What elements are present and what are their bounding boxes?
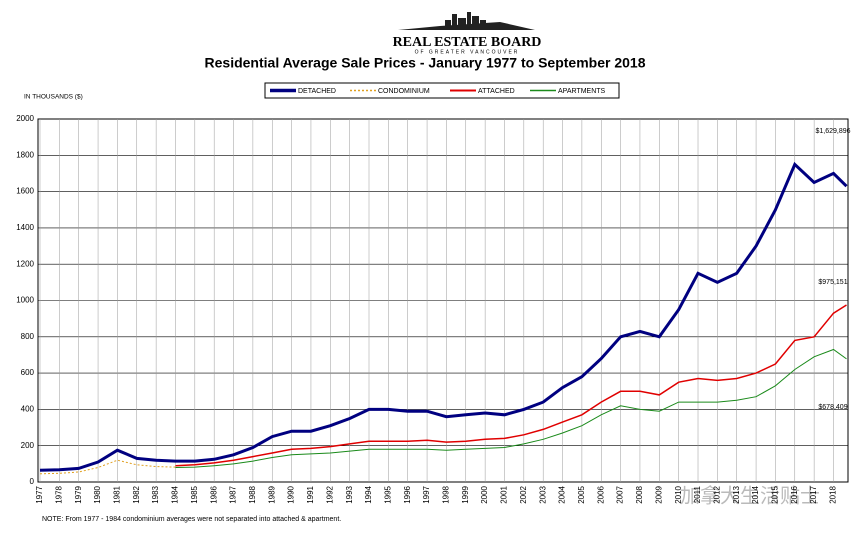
x-tick-label: 2014 [751, 485, 760, 503]
series-line [39, 161, 848, 472]
x-tick-label: 2015 [771, 485, 780, 503]
x-tick-label: 2018 [829, 485, 838, 503]
x-tick-label: 2007 [616, 485, 625, 503]
y-tick-label: 1200 [16, 259, 34, 268]
x-tick-label: 1985 [190, 485, 199, 503]
x-tick-label: 2000 [480, 485, 489, 503]
x-tick-label: 2010 [674, 485, 683, 503]
logo-skyline [398, 12, 535, 30]
x-tick-label: 2006 [596, 485, 605, 503]
x-tick-label: 1987 [229, 485, 238, 503]
x-tick-label: 1999 [461, 485, 470, 503]
x-tick-label: 1988 [248, 485, 257, 503]
x-tick-label: 1997 [422, 485, 431, 503]
x-tick-label: 2004 [558, 485, 567, 503]
x-tick-label: 2009 [654, 485, 663, 503]
x-tick-label: 1996 [403, 485, 412, 503]
x-tick-label: 1981 [113, 485, 122, 503]
x-tick-label: 1978 [54, 485, 63, 503]
x-tick-label: 1998 [442, 485, 451, 503]
y-tick-label: 1000 [16, 296, 34, 305]
x-tick-label: 1993 [345, 485, 354, 503]
legend-label: DETACHED [298, 88, 336, 95]
x-tick-label: 2008 [635, 485, 644, 503]
y-tick-label: 1600 [16, 187, 34, 196]
legend-box [264, 82, 620, 99]
x-tick-label: 1982 [132, 485, 141, 503]
y-tick-label: 0 [30, 477, 35, 486]
series-line [39, 459, 176, 475]
x-tick-label: 1992 [325, 485, 334, 503]
legend-label: CONDOMINIUM [378, 88, 430, 95]
y-tick-label: 400 [21, 405, 35, 414]
y-axis-label: IN THOUSANDS ($) [24, 94, 83, 101]
x-tick-label: 2005 [577, 485, 586, 503]
y-tick-label: 200 [21, 441, 35, 450]
legend-label: APARTMENTS [558, 88, 606, 95]
note: NOTE: From 1977 - 1984 condominium avera… [42, 516, 341, 523]
x-tick-label: 2016 [790, 485, 799, 503]
x-tick-label: 2017 [809, 485, 818, 503]
x-tick-label: 1990 [287, 485, 296, 503]
y-tick-label: 600 [21, 368, 35, 377]
y-tick-label: 2000 [16, 114, 34, 123]
x-tick-label: 1991 [306, 485, 315, 503]
x-tick-label: 2013 [732, 485, 741, 503]
x-tick-label: 1989 [267, 485, 276, 503]
legend-label: ATTACHED [478, 88, 515, 95]
x-tick-label: 2011 [693, 485, 702, 503]
x-tick-label: 1983 [151, 485, 160, 503]
chart-title: Residential Average Sale Prices - Januar… [205, 55, 646, 71]
x-tick-label: 1979 [74, 485, 83, 503]
x-tick-label: 1986 [209, 485, 218, 503]
annotation: $1,629,896 [815, 128, 850, 135]
series-line [175, 304, 847, 467]
y-tick-label: 800 [21, 332, 35, 341]
y-tick-label: 1400 [16, 223, 34, 232]
x-tick-label: 1995 [383, 485, 392, 503]
logo-subtitle: OF GREATER VANCOUVER [415, 49, 520, 55]
x-tick-label: 2012 [712, 485, 721, 503]
watermark: 加拿大生活贴士 [680, 483, 820, 507]
logo-title: REAL ESTATE BOARD [393, 35, 542, 50]
x-tick-label: 1984 [171, 485, 180, 503]
x-tick-label: 1994 [364, 485, 373, 503]
x-tick-label: 2003 [538, 485, 547, 503]
x-tick-label: 2001 [500, 485, 509, 503]
x-tick-label: 1977 [35, 485, 44, 503]
annotation: $678,409 [818, 404, 847, 411]
x-tick-label: 1980 [93, 485, 102, 503]
annotation: $975,151 [818, 279, 847, 286]
series-line [175, 348, 847, 468]
y-tick-label: 1800 [16, 150, 34, 159]
x-tick-label: 2002 [519, 485, 528, 503]
